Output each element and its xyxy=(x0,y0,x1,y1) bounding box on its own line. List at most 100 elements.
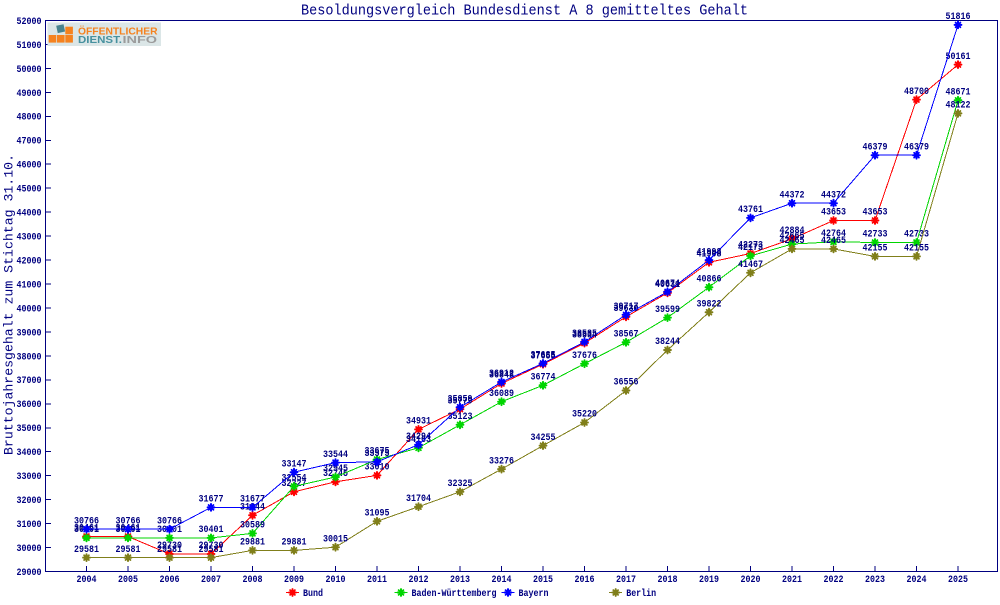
svg-text:50000: 50000 xyxy=(17,65,42,76)
svg-text:30589: 30589 xyxy=(240,521,265,532)
svg-text:2005: 2005 xyxy=(118,575,138,586)
svg-text:48000: 48000 xyxy=(17,113,42,124)
svg-text:35779: 35779 xyxy=(448,396,473,407)
svg-text:Baden-Württemberg: Baden-Württemberg xyxy=(412,588,497,600)
svg-text:37676: 37676 xyxy=(572,351,597,362)
svg-text:36912: 36912 xyxy=(489,369,514,380)
svg-text:39599: 39599 xyxy=(655,305,680,316)
svg-text:2022: 2022 xyxy=(824,575,844,586)
svg-text:33675: 33675 xyxy=(365,447,390,458)
svg-text:44372: 44372 xyxy=(780,190,805,201)
svg-text:32945: 32945 xyxy=(323,464,348,475)
svg-text:36000: 36000 xyxy=(17,400,42,411)
svg-text:39822: 39822 xyxy=(697,299,722,310)
svg-text:47000: 47000 xyxy=(17,137,42,148)
svg-text:38534: 38534 xyxy=(572,330,597,341)
svg-text:2012: 2012 xyxy=(409,575,429,586)
svg-text:38567: 38567 xyxy=(614,330,639,341)
svg-text:40866: 40866 xyxy=(697,274,722,285)
svg-text:29581: 29581 xyxy=(157,545,182,556)
svg-text:32325: 32325 xyxy=(448,479,473,490)
svg-text:38585: 38585 xyxy=(572,329,597,340)
svg-text:42465: 42465 xyxy=(780,236,805,247)
svg-text:44372: 44372 xyxy=(821,190,846,201)
svg-text:35859: 35859 xyxy=(448,394,473,405)
svg-text:36774: 36774 xyxy=(531,373,556,384)
svg-text:2009: 2009 xyxy=(284,575,304,586)
svg-text:42733: 42733 xyxy=(904,230,929,241)
svg-text:51816: 51816 xyxy=(946,12,971,23)
svg-text:2025: 2025 xyxy=(948,575,968,586)
svg-text:50161: 50161 xyxy=(946,52,971,63)
svg-text:42733: 42733 xyxy=(863,230,888,241)
svg-text:2006: 2006 xyxy=(160,575,180,586)
svg-text:35000: 35000 xyxy=(17,424,42,435)
svg-text:43761: 43761 xyxy=(738,205,763,216)
svg-text:29730: 29730 xyxy=(199,541,224,552)
svg-text:34255: 34255 xyxy=(531,433,556,444)
svg-text:42000: 42000 xyxy=(17,257,42,268)
svg-text:2014: 2014 xyxy=(492,575,512,586)
svg-text:42155: 42155 xyxy=(904,244,929,255)
svg-text:44000: 44000 xyxy=(17,209,42,220)
svg-text:39717: 39717 xyxy=(614,302,639,313)
svg-text:35220: 35220 xyxy=(572,410,597,421)
svg-text:30015: 30015 xyxy=(323,534,348,545)
svg-text:48700: 48700 xyxy=(904,87,929,98)
svg-text:Bund: Bund xyxy=(303,588,323,600)
svg-text:2011: 2011 xyxy=(367,575,387,586)
svg-text:41467: 41467 xyxy=(738,260,763,271)
svg-text:48122: 48122 xyxy=(946,101,971,112)
svg-text:36556: 36556 xyxy=(614,378,639,389)
svg-text:33575: 33575 xyxy=(365,449,390,460)
svg-text:2021: 2021 xyxy=(782,575,802,586)
svg-text:2008: 2008 xyxy=(243,575,263,586)
svg-text:30401: 30401 xyxy=(199,525,224,536)
svg-text:29881: 29881 xyxy=(282,538,307,549)
svg-text:41998: 41998 xyxy=(697,247,722,258)
svg-text:INFO: INFO xyxy=(123,35,158,46)
svg-text:42273: 42273 xyxy=(738,241,763,252)
svg-text:2024: 2024 xyxy=(907,575,927,586)
svg-text:40674: 40674 xyxy=(655,279,680,290)
svg-text:42884: 42884 xyxy=(780,226,805,237)
svg-text:30766: 30766 xyxy=(157,516,182,527)
svg-text:2017: 2017 xyxy=(616,575,636,586)
svg-text:42465: 42465 xyxy=(821,236,846,247)
svg-text:48671: 48671 xyxy=(946,88,971,99)
svg-text:32554: 32554 xyxy=(282,474,307,485)
svg-text:30766: 30766 xyxy=(74,516,99,527)
svg-text:34294: 34294 xyxy=(406,432,431,443)
svg-text:2018: 2018 xyxy=(658,575,678,586)
svg-text:37655: 37655 xyxy=(531,351,556,362)
svg-text:39630: 39630 xyxy=(614,304,639,315)
svg-text:31677: 31677 xyxy=(199,495,224,506)
svg-text:43653: 43653 xyxy=(821,208,846,219)
svg-text:41000: 41000 xyxy=(17,280,42,291)
svg-text:42173: 42173 xyxy=(738,243,763,254)
svg-text:35123: 35123 xyxy=(448,412,473,423)
svg-text:Berlin: Berlin xyxy=(626,588,656,600)
svg-text:30000: 30000 xyxy=(17,544,42,555)
svg-text:39000: 39000 xyxy=(17,328,42,339)
svg-text:37685: 37685 xyxy=(531,351,556,362)
svg-text:Besoldungsvergleich Bundesdien: Besoldungsvergleich Bundesdienst A 8 gem… xyxy=(301,2,748,19)
svg-text:45000: 45000 xyxy=(17,185,42,196)
svg-text:2013: 2013 xyxy=(450,575,470,586)
svg-text:34000: 34000 xyxy=(17,448,42,459)
svg-text:31000: 31000 xyxy=(17,520,42,531)
svg-text:31095: 31095 xyxy=(365,509,390,520)
svg-text:49000: 49000 xyxy=(17,89,42,100)
svg-text:2023: 2023 xyxy=(865,575,885,586)
svg-text:46000: 46000 xyxy=(17,161,42,172)
svg-text:40000: 40000 xyxy=(17,304,42,315)
svg-text:46379: 46379 xyxy=(904,142,929,153)
svg-text:Bruttojahresgehalt zum Stichta: Bruttojahresgehalt zum Stichtag 31.10. xyxy=(2,154,17,455)
svg-text:29581: 29581 xyxy=(199,545,224,556)
svg-text:2019: 2019 xyxy=(699,575,719,586)
svg-text:52000: 52000 xyxy=(17,17,42,28)
svg-text:38244: 38244 xyxy=(655,337,680,348)
svg-text:46379: 46379 xyxy=(863,142,888,153)
svg-text:36089: 36089 xyxy=(489,389,514,400)
svg-text:37000: 37000 xyxy=(17,376,42,387)
